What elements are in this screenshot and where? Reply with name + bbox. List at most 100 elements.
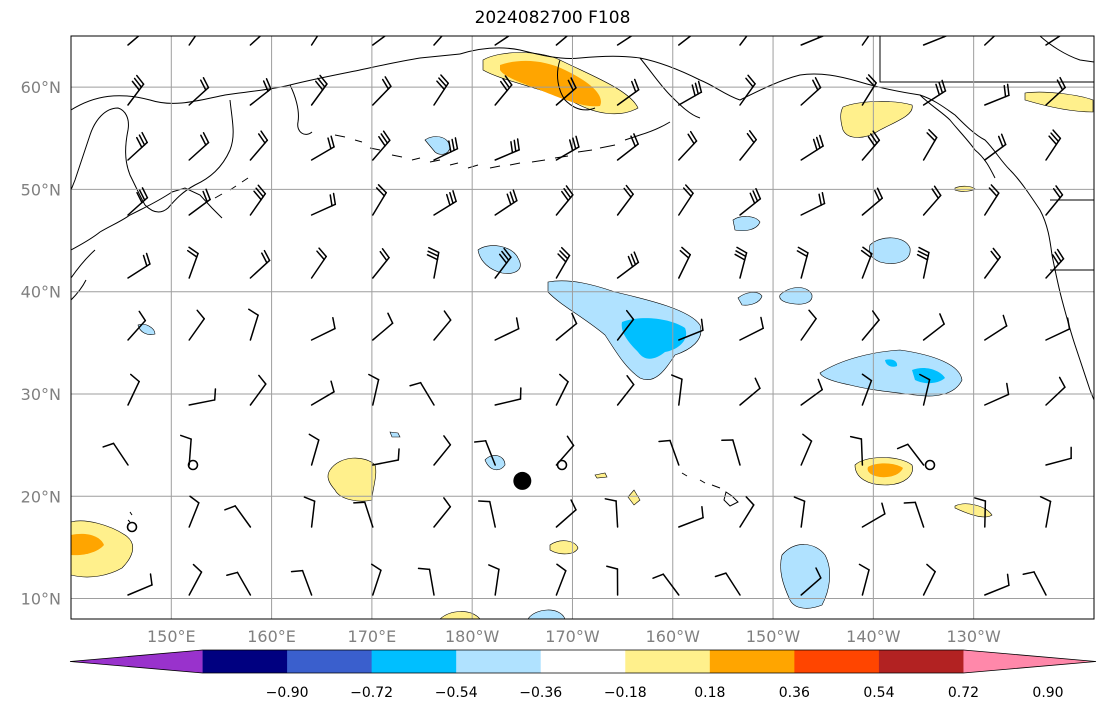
wind-barb <box>370 563 382 596</box>
colorbar-segment <box>540 650 626 673</box>
wind-barb <box>433 497 452 528</box>
negative-anomaly-region <box>737 292 763 306</box>
wind-barb <box>188 388 217 406</box>
wind-barb <box>433 310 452 341</box>
moderate-negative-anomaly-region <box>912 367 945 384</box>
wind-barb <box>494 387 522 406</box>
wind-barb <box>1045 248 1065 279</box>
wind-barb <box>433 435 452 466</box>
location-marker <box>513 471 532 490</box>
wind-barb <box>478 500 496 528</box>
wind-barb <box>616 78 640 106</box>
wind-barb <box>494 189 518 216</box>
gridlines <box>71 36 1094 619</box>
wind-barb <box>249 184 267 216</box>
wind-barb <box>861 36 870 46</box>
wind-barb <box>858 563 870 596</box>
colorbar-segment <box>794 650 880 673</box>
calm-wind-circle <box>924 459 936 471</box>
wind-barb <box>678 318 704 341</box>
wind-barb <box>714 572 741 596</box>
latitude-labels: 10°N 20°N 30°N 40°N 50°N 60°N <box>21 78 61 608</box>
coastline-north-america <box>1009 36 1094 401</box>
negative-anomaly-region <box>389 431 401 438</box>
wind-barb <box>849 435 864 466</box>
wind-barb <box>409 381 435 406</box>
wind-barb <box>739 377 761 406</box>
strong-positive-anomaly-region <box>71 533 104 556</box>
wind-barb <box>555 563 567 596</box>
wind-barb <box>1022 571 1047 596</box>
lat-tick-label: 30°N <box>21 385 61 404</box>
positive-anomaly-region <box>594 472 608 479</box>
colorbar-tick-label: 0.90 <box>1032 685 1063 701</box>
wind-barb <box>861 74 877 106</box>
wind-barb <box>555 77 577 106</box>
colorbar-extend-high <box>963 650 1096 673</box>
wind-barb <box>310 380 335 406</box>
wind-barb <box>555 135 580 161</box>
wind-barb <box>861 187 883 216</box>
wind-barb <box>433 190 457 216</box>
wind-barb <box>652 573 680 596</box>
wind-barb <box>861 502 886 528</box>
coastline-alaska-islands <box>919 94 996 179</box>
wind-barb <box>188 188 211 216</box>
lon-tick-label: 170°E <box>348 627 397 646</box>
wind-barb <box>800 567 822 596</box>
wind-barb <box>188 309 205 341</box>
wind-barb <box>555 36 569 46</box>
wind-barb <box>800 134 824 161</box>
colorbar-outline <box>69 649 1097 674</box>
wind-barb <box>310 74 328 106</box>
wind-barb <box>739 36 748 46</box>
colorbar-segment <box>371 650 457 673</box>
wind-barb <box>896 443 925 466</box>
wind-barb <box>433 36 443 46</box>
wind-barb <box>494 138 520 161</box>
colorbar-tick-label: 0.36 <box>779 685 810 701</box>
wind-barb <box>308 433 320 466</box>
wind-barb <box>290 569 313 596</box>
lon-tick-label: 160°W <box>646 627 701 646</box>
wind-barb <box>616 251 640 279</box>
wind-barb <box>800 433 813 466</box>
wind-barb <box>188 36 197 46</box>
wind-barb <box>372 312 394 341</box>
lat-tick-label: 10°N <box>21 590 61 609</box>
wind-barb <box>1045 76 1066 106</box>
calm-wind-circle <box>126 521 138 533</box>
lon-tick-label: 170°W <box>545 627 600 646</box>
wind-barb <box>1045 36 1062 46</box>
wind-barb <box>224 505 252 528</box>
wind-barb <box>372 76 392 106</box>
wind-barb <box>678 505 704 528</box>
wind-barb <box>1045 129 1062 161</box>
positive-anomaly-region <box>954 185 976 192</box>
wind-barb <box>372 448 400 466</box>
colorbar-segment <box>456 650 542 673</box>
wind-barb <box>188 77 210 106</box>
coastline-island <box>127 511 133 523</box>
wind-barb <box>555 185 574 216</box>
map-background <box>71 36 1094 619</box>
wind-barb <box>426 246 440 279</box>
negative-anomaly-region <box>780 544 830 609</box>
wind-barb <box>127 573 153 596</box>
wind-barb <box>984 184 1000 216</box>
wind-barb <box>180 434 192 466</box>
wind-barb <box>658 439 680 466</box>
wind-barb <box>417 567 435 596</box>
wind-barb <box>555 373 569 406</box>
wind-barb <box>721 439 741 466</box>
wind-barb <box>1045 185 1064 216</box>
wind-barb <box>739 316 764 341</box>
colorbar-tick-label: 0.54 <box>863 685 894 701</box>
wind-barb <box>494 75 513 106</box>
wind-barb <box>248 308 259 341</box>
negative-anomaly-region <box>869 237 911 264</box>
wind-barb <box>903 501 925 528</box>
coastline-japan <box>71 187 223 301</box>
wind-barb <box>127 373 140 406</box>
